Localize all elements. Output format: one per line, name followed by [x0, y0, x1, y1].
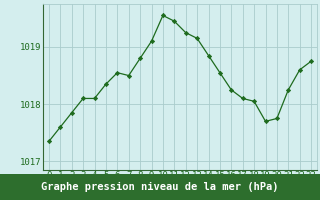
Text: Graphe pression niveau de la mer (hPa): Graphe pression niveau de la mer (hPa)	[41, 182, 279, 192]
